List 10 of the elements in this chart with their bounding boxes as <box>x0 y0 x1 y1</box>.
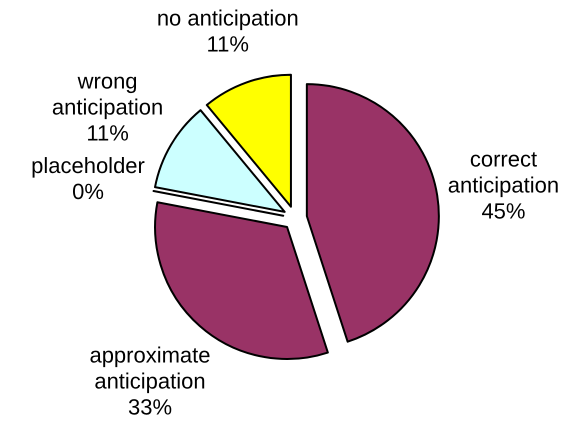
slice-label: correct anticipation <box>448 146 560 198</box>
slice-label: wrong anticipation <box>52 68 164 120</box>
data-label: 45% <box>481 198 526 224</box>
text: 0% <box>72 179 104 204</box>
category-label: placeholder <box>31 153 145 178</box>
data-label: 11% <box>206 32 249 57</box>
data-label: 33% <box>128 394 172 420</box>
slice-label: approximate anticipation <box>89 342 211 394</box>
data-label: 11% <box>86 120 129 146</box>
slice-label: no anticipation <box>156 6 299 31</box>
